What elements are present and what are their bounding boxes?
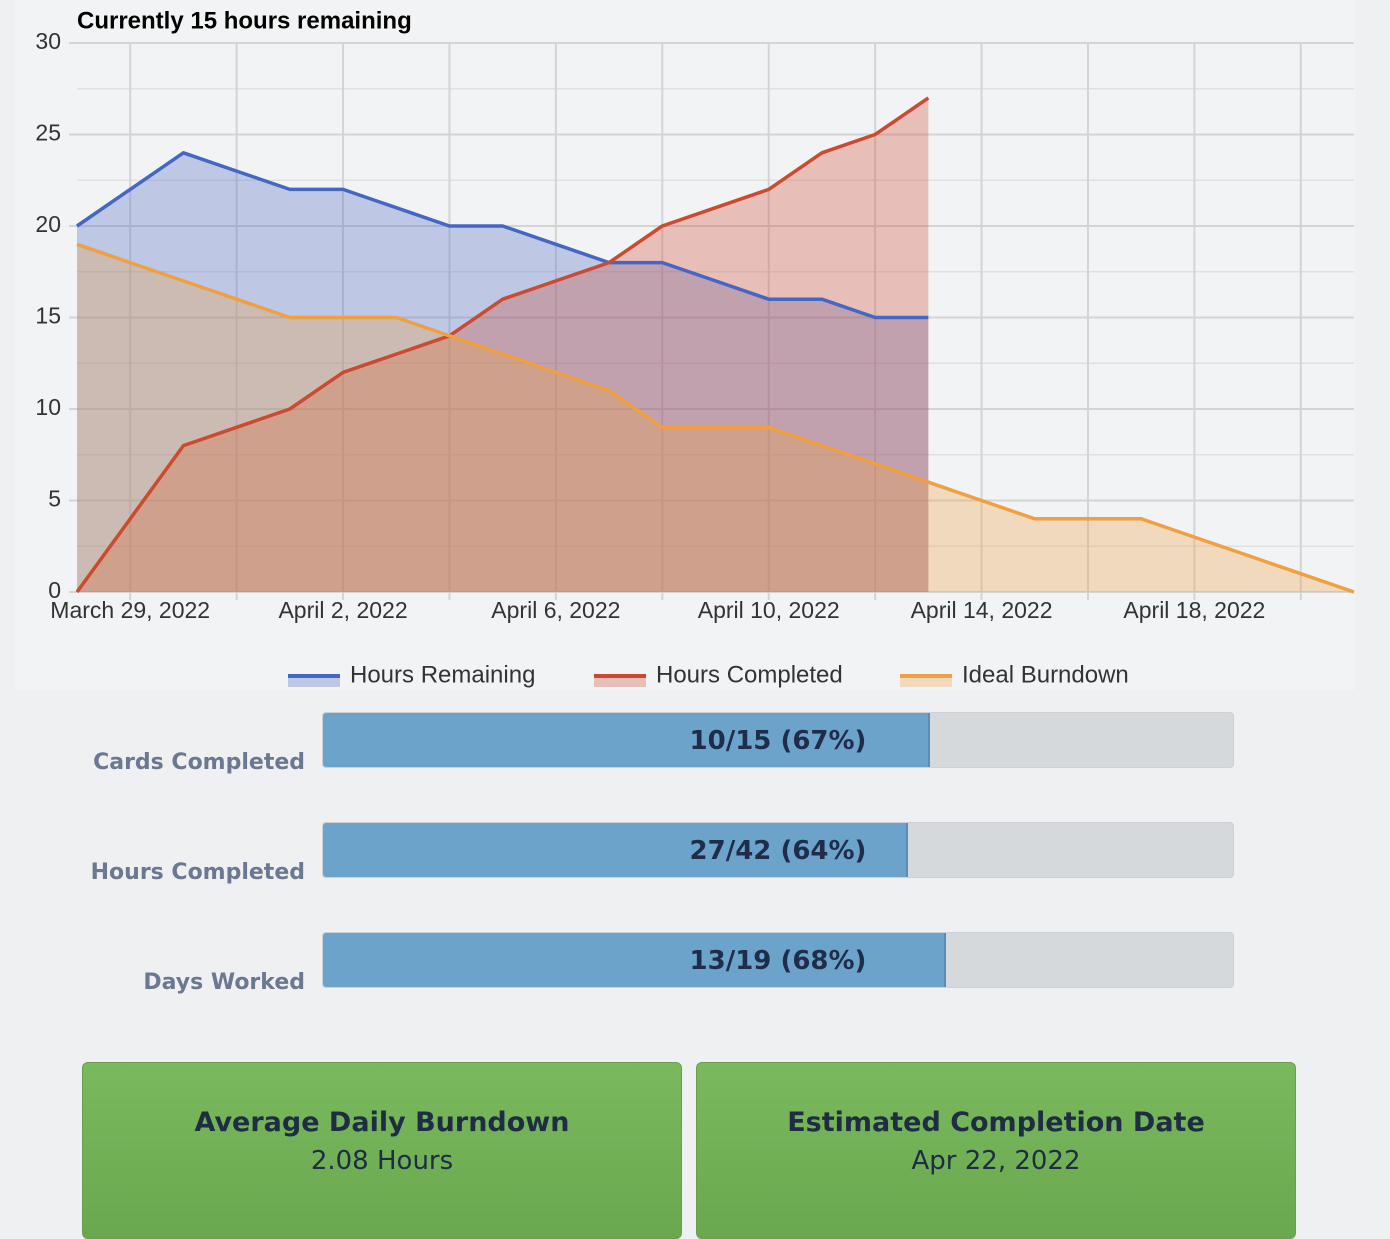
progress-fill — [323, 933, 946, 987]
y-tick-label: 0 — [48, 577, 61, 603]
x-tick-label: April 2, 2022 — [278, 597, 407, 623]
area — [77, 244, 1354, 593]
y-tick-label: 30 — [35, 28, 61, 54]
progress-fill — [323, 713, 930, 767]
x-tick-label: April 6, 2022 — [491, 597, 620, 623]
x-tick-label: April 14, 2022 — [911, 597, 1053, 623]
chart-panel — [15, 0, 1355, 690]
card-title: Average Daily Burndown — [194, 1107, 570, 1138]
area — [77, 97, 929, 593]
x-tick-label: April 18, 2022 — [1123, 597, 1265, 623]
card-title: Estimated Completion Date — [787, 1107, 1205, 1138]
line — [75, 96, 930, 594]
progress-bar: 13/19 (68%) — [322, 932, 1234, 988]
chart-title: Currently 15 hours remaining — [77, 7, 412, 34]
progress-bar: 10/15 (67%) — [322, 712, 1234, 768]
x-tick-label: March 29, 2022 — [50, 597, 210, 623]
area — [77, 152, 929, 593]
progress-row: Cards Completed 10/15 (67%) — [0, 712, 1390, 775]
y-tick-label: 20 — [35, 211, 61, 237]
y-tick-label: 10 — [35, 394, 61, 420]
progress-row: Hours Completed 27/42 (64%) — [0, 822, 1390, 885]
progress-label: Hours Completed — [90, 860, 305, 885]
progress-text: 13/19 (68%) — [689, 946, 867, 976]
progress-label: Days Worked — [143, 970, 305, 995]
progress-text: 10/15 (67%) — [689, 726, 867, 756]
y-tick-label: 25 — [35, 120, 61, 146]
progress-label: Cards Completed — [93, 750, 305, 775]
legend-label: Hours Remaining — [350, 661, 535, 688]
y-tick-label: 5 — [48, 486, 61, 512]
stat-card: Estimated Completion Date Apr 22, 2022 — [696, 1062, 1296, 1239]
legend-label: Hours Completed — [656, 661, 843, 688]
x-tick-label: April 10, 2022 — [698, 597, 840, 623]
stat-card: Average Daily Burndown 2.08 Hours — [82, 1062, 682, 1239]
progress-row: Days Worked 13/19 (68%) — [0, 932, 1390, 995]
progress-text: 27/42 (64%) — [689, 836, 867, 866]
line — [76, 151, 929, 320]
chart: Currently 15 hours remaining 0 5 10 15 20 25 3… — [35, 7, 1355, 688]
line — [76, 242, 1355, 594]
legend-label: Ideal Burndown — [962, 661, 1129, 688]
progress-bar: 27/42 (64%) — [322, 822, 1234, 878]
progress-fill — [323, 823, 908, 877]
card-value: Apr 22, 2022 — [911, 1146, 1081, 1176]
card-value: 2.08 Hours — [310, 1146, 454, 1176]
y-tick-label: 15 — [35, 303, 61, 329]
